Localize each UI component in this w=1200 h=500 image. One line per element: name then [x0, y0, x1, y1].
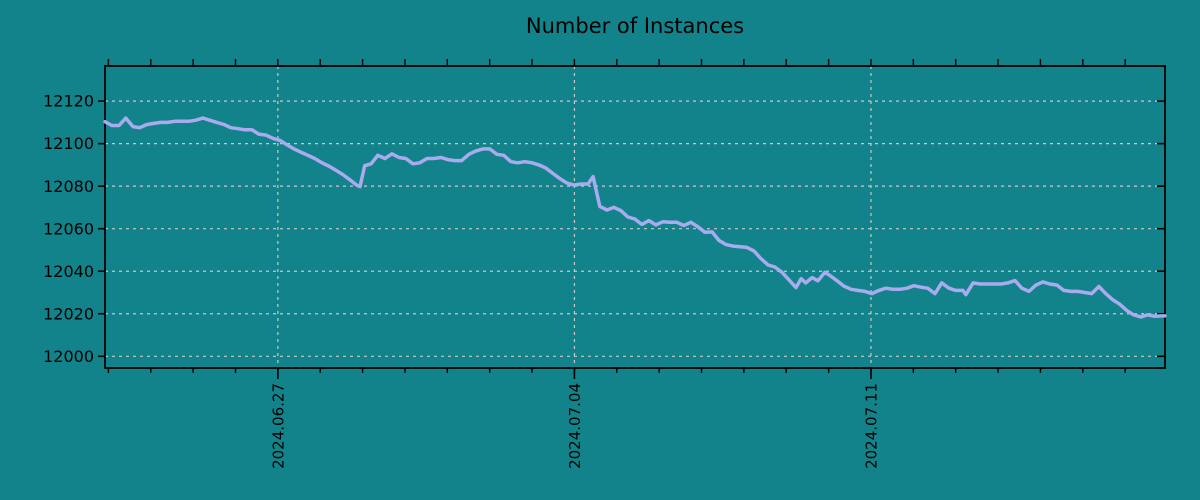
x-tick-label: 2024.06.27	[269, 383, 287, 469]
y-tick-label: 12060	[43, 219, 94, 238]
series-line	[103, 116, 1167, 319]
y-tick-label: 12020	[43, 304, 94, 323]
y-tick-label: 12040	[43, 262, 94, 281]
y-tick-label: 12120	[43, 92, 94, 111]
plot-frame	[104, 65, 1166, 369]
x-tick-label: 2024.07.04	[566, 383, 584, 469]
y-tick-label: 12100	[43, 134, 94, 153]
x-tick-label: 2024.07.11	[862, 383, 880, 469]
y-tick-label: 12000	[43, 347, 94, 366]
chart-title: Number of Instances	[525, 14, 745, 38]
y-tick-label: 12080	[43, 177, 94, 196]
